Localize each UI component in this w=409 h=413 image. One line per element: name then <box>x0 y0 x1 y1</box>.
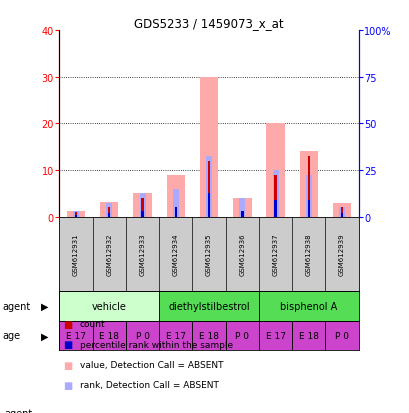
Bar <box>239 199 245 217</box>
Text: ▶: ▶ <box>41 331 48 341</box>
Text: rank, Detection Call = ABSENT: rank, Detection Call = ABSENT <box>80 380 218 389</box>
Bar <box>206 157 211 217</box>
Bar <box>299 152 317 217</box>
Bar <box>166 176 184 217</box>
Bar <box>307 200 309 217</box>
Bar <box>126 321 159 350</box>
Text: diethylstilbestrol: diethylstilbestrol <box>168 301 249 311</box>
Text: agent: agent <box>4 408 32 413</box>
Bar <box>200 78 218 217</box>
Bar <box>108 208 110 217</box>
Bar <box>192 321 225 350</box>
Bar <box>174 216 177 217</box>
Bar <box>332 203 351 217</box>
Text: ■: ■ <box>63 319 73 329</box>
Bar <box>174 208 177 217</box>
Text: E 17: E 17 <box>265 331 285 340</box>
Text: GSM612933: GSM612933 <box>139 233 145 276</box>
Bar <box>173 189 178 217</box>
Bar <box>274 176 276 217</box>
Bar <box>207 193 210 217</box>
Text: GSM612938: GSM612938 <box>305 233 311 276</box>
Bar <box>225 321 258 350</box>
Text: age: age <box>2 331 20 341</box>
Text: ■: ■ <box>63 339 73 349</box>
Bar <box>240 213 243 217</box>
Bar <box>133 194 151 217</box>
Bar <box>75 216 77 217</box>
Bar <box>139 194 145 217</box>
Bar <box>340 208 342 217</box>
Text: percentile rank within the sample: percentile rank within the sample <box>80 340 232 349</box>
Text: GSM612937: GSM612937 <box>272 233 278 276</box>
Text: ■: ■ <box>63 380 73 390</box>
Bar <box>59 321 92 350</box>
Text: E 17: E 17 <box>66 331 86 340</box>
Bar <box>240 212 243 217</box>
Bar <box>92 321 126 350</box>
Bar <box>292 321 325 350</box>
Bar <box>305 176 311 217</box>
Text: value, Detection Call = ABSENT: value, Detection Call = ABSENT <box>80 360 223 369</box>
Bar <box>159 292 258 321</box>
Bar <box>75 213 77 217</box>
Text: GSM612932: GSM612932 <box>106 233 112 276</box>
Bar <box>159 321 192 350</box>
Bar <box>307 157 309 217</box>
Text: E 18: E 18 <box>99 331 119 340</box>
Text: GSM612935: GSM612935 <box>206 233 211 276</box>
Bar <box>340 214 342 217</box>
Text: P 0: P 0 <box>334 331 348 340</box>
Text: bisphenol A: bisphenol A <box>280 301 337 311</box>
Title: GDS5233 / 1459073_x_at: GDS5233 / 1459073_x_at <box>134 17 283 30</box>
Text: GSM612931: GSM612931 <box>73 233 79 276</box>
Text: GSM612936: GSM612936 <box>239 233 245 276</box>
Text: ■: ■ <box>63 360 73 370</box>
Bar <box>59 292 159 321</box>
Text: GSM612934: GSM612934 <box>173 233 178 276</box>
Text: E 18: E 18 <box>199 331 218 340</box>
Text: vehicle: vehicle <box>92 301 126 311</box>
Text: ▶: ▶ <box>41 301 48 311</box>
Text: E 18: E 18 <box>298 331 318 340</box>
Bar <box>258 292 358 321</box>
Bar <box>325 321 358 350</box>
Bar <box>141 212 144 217</box>
Text: P 0: P 0 <box>235 331 249 340</box>
Bar <box>207 161 210 217</box>
Text: GSM612939: GSM612939 <box>338 233 344 276</box>
Bar <box>338 208 344 217</box>
Bar <box>272 171 278 217</box>
Bar <box>274 200 276 217</box>
Bar <box>73 212 79 217</box>
Text: count: count <box>80 320 106 329</box>
Bar <box>258 321 292 350</box>
Bar <box>67 212 85 217</box>
Text: E 17: E 17 <box>165 331 185 340</box>
Bar <box>233 199 251 217</box>
Text: P 0: P 0 <box>135 331 149 340</box>
Bar <box>100 202 118 217</box>
Bar <box>106 203 112 217</box>
Bar <box>266 124 284 217</box>
Bar <box>108 214 110 217</box>
Bar <box>141 199 144 217</box>
Text: agent: agent <box>2 301 30 311</box>
